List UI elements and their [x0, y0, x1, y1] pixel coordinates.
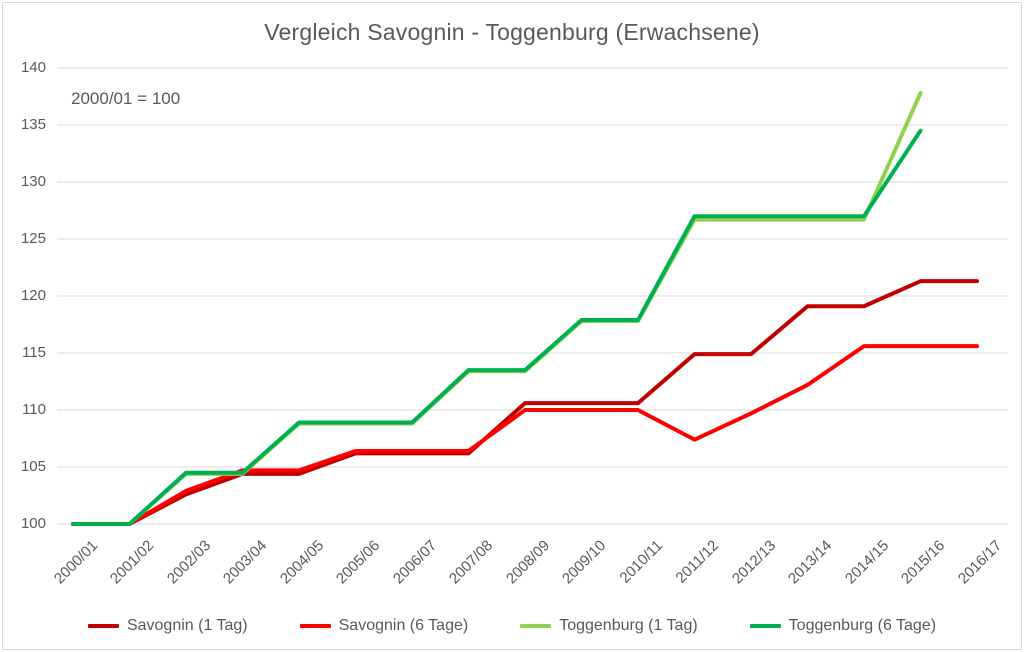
legend-label: Toggenburg (6 Tage)	[788, 617, 937, 634]
series-line-savognin-6-tage	[71, 344, 979, 526]
legend-swatch	[520, 624, 552, 628]
legend-swatch	[299, 624, 331, 628]
index-annotation: 2000/01 = 100	[71, 89, 181, 108]
chart-legend: Savognin (1 Tag) Savognin (6 Tage) Toggenb…	[0, 612, 1024, 640]
legend-label: Savognin (1 Tag)	[126, 617, 248, 634]
series-line-toggenburg-6-tage	[71, 128, 923, 526]
series-line-toggenburg-1-tag	[71, 91, 923, 526]
legend-item: Savognin (6 Tage)	[299, 617, 469, 635]
legend-item: Toggenburg (1 Tag)	[520, 617, 698, 635]
legend-swatch	[749, 624, 781, 628]
series-line-savognin-1-tag	[71, 279, 979, 526]
legend-item: Toggenburg (6 Tage)	[749, 617, 937, 635]
legend-swatch	[87, 624, 119, 628]
legend-label: Toggenburg (1 Tag)	[559, 617, 698, 634]
legend-item: Savognin (1 Tag)	[87, 617, 248, 635]
chart-title: Vergleich Savognin - Toggenburg (Erwachs…	[264, 19, 760, 45]
legend-label: Savognin (6 Tage)	[338, 617, 469, 634]
